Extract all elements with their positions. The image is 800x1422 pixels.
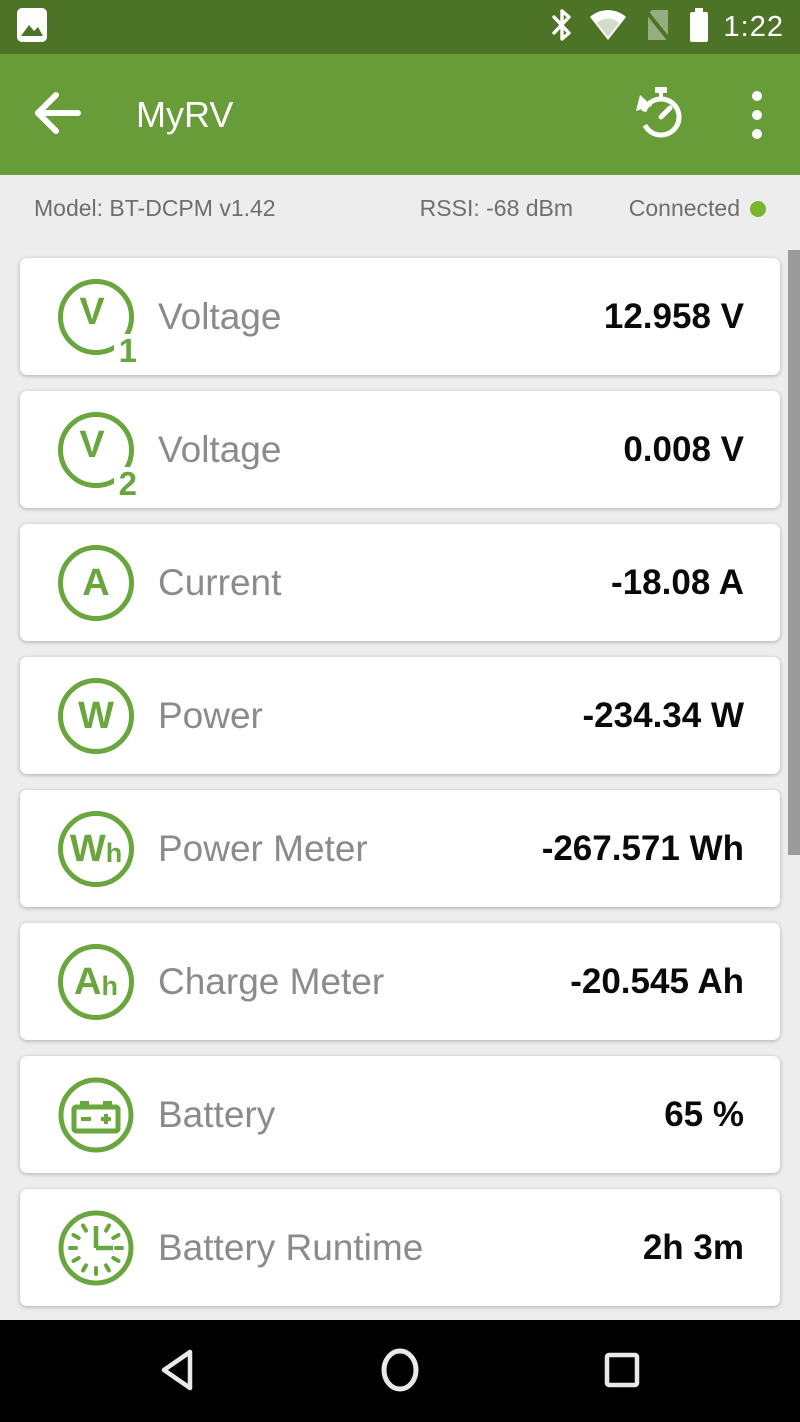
card-value: 12.958 V [603,296,744,336]
card-label: Voltage [158,428,282,470]
card-power[interactable]: W Power -234.34 W [20,657,780,774]
back-arrow-icon [30,88,84,141]
card-value: 2h 3m [642,1227,744,1267]
status-time: 1:22 [723,10,784,43]
watts-circle-icon: W [58,677,134,754]
card-current[interactable]: A Current -18.08 A [20,524,780,641]
nav-recents-button[interactable] [602,1348,642,1395]
card-battery-runtime[interactable]: Battery Runtime 2h 3m [20,1189,780,1306]
battery-status-icon [688,6,710,49]
status-bar: 1:22 [0,0,800,54]
app-bar: MyRV [0,54,800,175]
connection-status: Connected [628,195,740,221]
card-value: 65 % [664,1094,744,1134]
no-sim-icon [642,7,674,48]
card-value: -18.08 A [611,562,744,602]
bluetooth-icon [550,7,574,48]
card-label: Current [158,561,282,603]
nav-home-button[interactable] [378,1346,422,1397]
card-voltage-1[interactable]: V 1 Voltage 12.958 V [20,258,780,375]
card-label: Battery [158,1093,276,1135]
clock-icon [58,1210,134,1286]
connected-dot-icon [750,200,766,217]
card-value: -20.545 Ah [570,961,744,1001]
android-nav-bar [0,1320,800,1422]
card-value: 0.008 V [623,429,744,469]
v1-circle-icon: V 1 [58,278,142,367]
card-label: Battery Runtime [158,1226,424,1268]
card-value: -234.34 W [582,695,744,735]
device-rssi: RSSI: -68 dBm [419,195,574,221]
card-battery[interactable]: Battery 65 % [20,1056,780,1173]
home-circle-icon [378,1346,422,1397]
back-triangle-icon [158,1348,198,1395]
back-button[interactable] [30,88,84,141]
car-battery-icon [58,1077,134,1153]
v2-circle-icon: V 2 [58,411,142,500]
device-info-bar: Model: BT-DCPM v1.42 RSSI: -68 dBm Conne… [0,175,800,242]
card-voltage-2[interactable]: V 2 Voltage 0.008 V [20,391,780,508]
interval-timer-button[interactable] [634,85,688,144]
image-notification-icon [16,6,48,49]
card-label: Voltage [158,295,282,337]
recents-square-icon [602,1348,642,1395]
device-model: Model: BT-DCPM v1.42 [34,195,276,221]
card-label: Power Meter [158,827,368,869]
overflow-menu-icon [752,90,762,101]
nav-back-button[interactable] [158,1348,198,1395]
page-title: MyRV [136,93,234,135]
card-label: Charge Meter [158,960,385,1002]
scrollbar[interactable] [788,250,800,855]
metrics-list: V 1 Voltage 12.958 V V 2 Voltage 0.008 V… [0,242,800,1320]
card-value: -267.571 Wh [541,828,744,868]
amps-circle-icon: A [58,544,134,621]
card-label: Power [158,694,263,736]
stopwatch-refresh-icon [634,85,688,144]
overflow-menu-button[interactable] [744,87,770,143]
wifi-icon [588,8,628,47]
